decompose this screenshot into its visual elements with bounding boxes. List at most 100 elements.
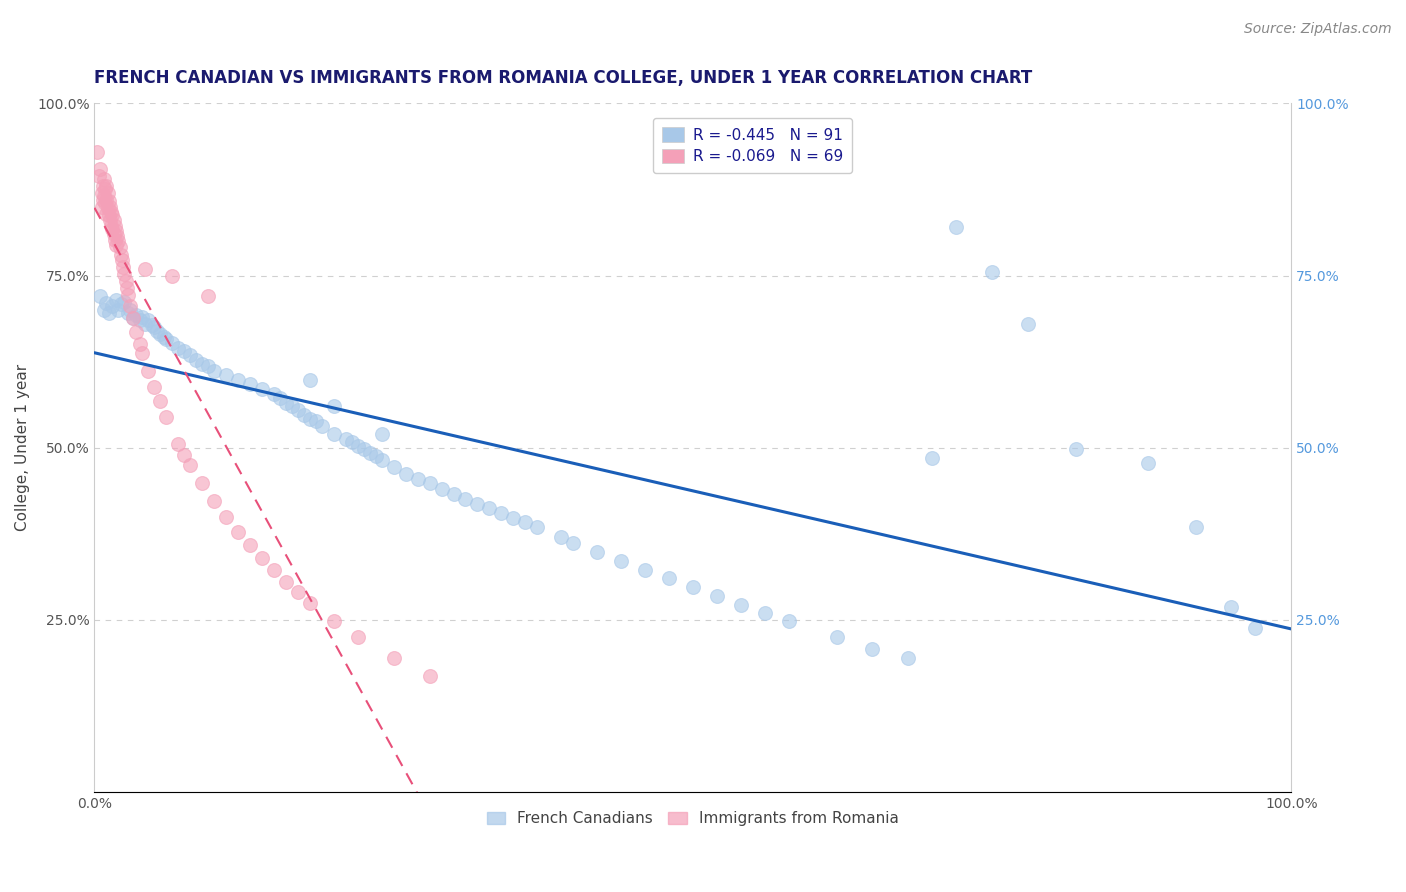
Point — [311, 418, 333, 433]
Point — [730, 598, 752, 612]
Point — [335, 433, 357, 447]
Point — [1184, 520, 1206, 534]
Point — [269, 391, 291, 405]
Point — [322, 400, 344, 414]
Point — [454, 492, 477, 507]
Point — [96, 296, 118, 310]
Point — [96, 206, 118, 220]
Legend: French Canadians, Immigrants from Romania: French Canadians, Immigrants from Romani… — [481, 805, 905, 832]
Point — [110, 297, 132, 311]
Point — [91, 179, 114, 194]
Point — [274, 574, 297, 589]
Point — [117, 306, 139, 320]
Point — [179, 458, 201, 472]
Point — [96, 179, 118, 194]
Point — [682, 580, 704, 594]
Point — [550, 530, 572, 544]
Point — [287, 585, 309, 599]
Point — [346, 439, 368, 453]
Point — [197, 359, 219, 374]
Point — [430, 482, 453, 496]
Point — [173, 448, 195, 462]
Point — [239, 377, 262, 392]
Point — [263, 563, 285, 577]
Text: Source: ZipAtlas.com: Source: ZipAtlas.com — [1244, 22, 1392, 37]
Point — [419, 476, 441, 491]
Point — [89, 169, 111, 183]
Point — [191, 357, 214, 371]
Point — [112, 294, 135, 309]
Point — [104, 293, 127, 307]
Point — [443, 487, 465, 501]
Point — [754, 606, 776, 620]
Point — [111, 253, 134, 268]
Point — [94, 182, 117, 196]
Point — [1064, 442, 1087, 456]
Point — [100, 205, 122, 219]
Point — [110, 248, 132, 262]
Point — [129, 313, 152, 327]
Point — [149, 393, 172, 408]
Point — [117, 287, 139, 301]
Point — [263, 387, 285, 401]
Point — [103, 213, 125, 227]
Point — [226, 373, 249, 387]
Point — [281, 400, 304, 414]
Point — [179, 348, 201, 362]
Point — [186, 352, 208, 367]
Point — [104, 224, 127, 238]
Point — [114, 274, 136, 288]
Point — [94, 196, 117, 211]
Point — [370, 453, 392, 467]
Point — [160, 336, 183, 351]
Point — [103, 227, 125, 242]
Point — [131, 345, 153, 359]
Point — [359, 446, 381, 460]
Point — [97, 186, 120, 200]
Point — [143, 380, 166, 394]
Point — [131, 310, 153, 324]
Point — [419, 669, 441, 683]
Point — [105, 228, 128, 243]
Point — [93, 172, 115, 186]
Text: FRENCH CANADIAN VS IMMIGRANTS FROM ROMANIA COLLEGE, UNDER 1 YEAR CORRELATION CHA: FRENCH CANADIAN VS IMMIGRANTS FROM ROMAN… — [94, 69, 1032, 87]
Point — [340, 435, 363, 450]
Point — [97, 306, 120, 320]
Point — [202, 494, 225, 508]
Point — [945, 220, 967, 235]
Point — [478, 501, 501, 516]
Point — [406, 472, 429, 486]
Point — [298, 411, 321, 425]
Point — [104, 219, 127, 233]
Point — [287, 402, 309, 417]
Point — [226, 524, 249, 539]
Point — [107, 234, 129, 248]
Point — [197, 289, 219, 303]
Point — [364, 449, 387, 463]
Point — [115, 281, 138, 295]
Point — [89, 161, 111, 176]
Point — [215, 509, 238, 524]
Point — [305, 415, 328, 429]
Point — [167, 341, 190, 355]
Point — [155, 332, 177, 346]
Point — [125, 325, 148, 339]
Point — [134, 261, 156, 276]
Point — [1017, 317, 1039, 331]
Point — [90, 186, 112, 200]
Point — [274, 396, 297, 410]
Point — [921, 450, 943, 465]
Point — [96, 193, 118, 207]
Point — [298, 596, 321, 610]
Point — [706, 589, 728, 603]
Point — [298, 373, 321, 387]
Point — [93, 302, 115, 317]
Point — [121, 311, 143, 326]
Point — [112, 267, 135, 281]
Point — [100, 219, 122, 233]
Point — [167, 437, 190, 451]
Point — [112, 260, 135, 275]
Point — [467, 497, 489, 511]
Point — [778, 614, 800, 628]
Point — [202, 363, 225, 377]
